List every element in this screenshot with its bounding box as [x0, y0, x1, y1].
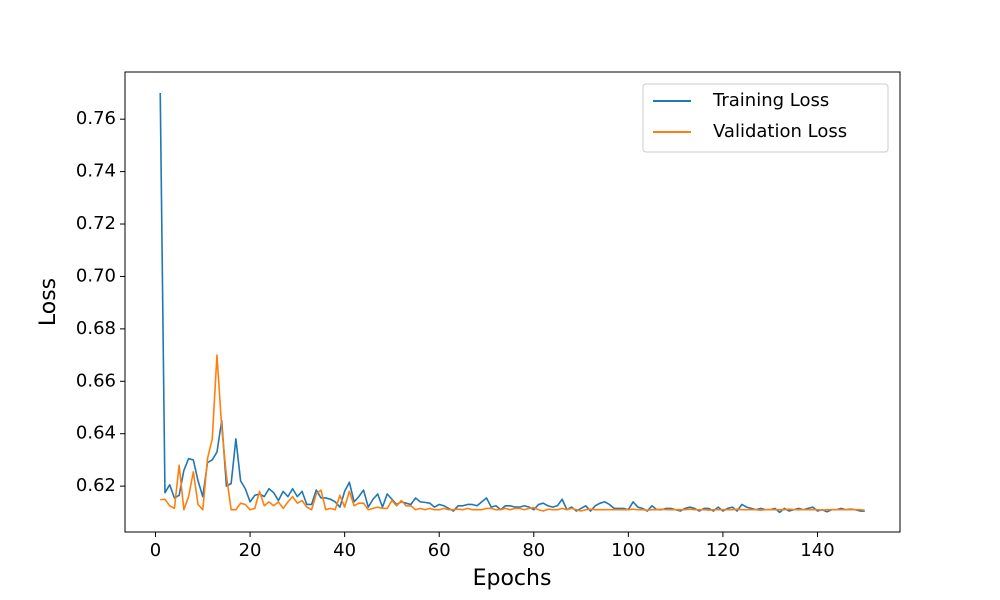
- line-series: [160, 354, 865, 512]
- y-tick-label: 0.76: [76, 108, 116, 129]
- y-tick-label: 0.74: [76, 161, 116, 182]
- legend-box: [642, 83, 889, 153]
- line-series: [159, 92, 865, 514]
- x-tick-label: 60: [428, 540, 451, 561]
- y-tick-label: 0.62: [76, 475, 116, 496]
- x-tick-label: 0: [150, 540, 161, 561]
- x-tick-label: 100: [611, 540, 645, 561]
- legend-label: Training Loss: [712, 90, 829, 111]
- y-tick-label: 0.68: [76, 318, 116, 339]
- legend-label: Validation Loss: [713, 121, 847, 142]
- plot-frame: [124, 71, 901, 533]
- y-axis-label: Loss: [36, 278, 61, 326]
- x-tick-label: 40: [333, 540, 356, 561]
- x-tick-label: 80: [522, 540, 545, 561]
- y-tick-label: 0.70: [76, 265, 116, 286]
- y-tick-label: 0.72: [76, 213, 116, 234]
- x-tick-label: 140: [800, 540, 834, 561]
- y-tick-label: 0.66: [76, 370, 116, 391]
- x-tick-label: 120: [706, 540, 740, 561]
- x-tick-label: 20: [239, 540, 262, 561]
- x-axis-label: Epochs: [473, 566, 552, 591]
- y-tick-label: 0.64: [76, 423, 116, 444]
